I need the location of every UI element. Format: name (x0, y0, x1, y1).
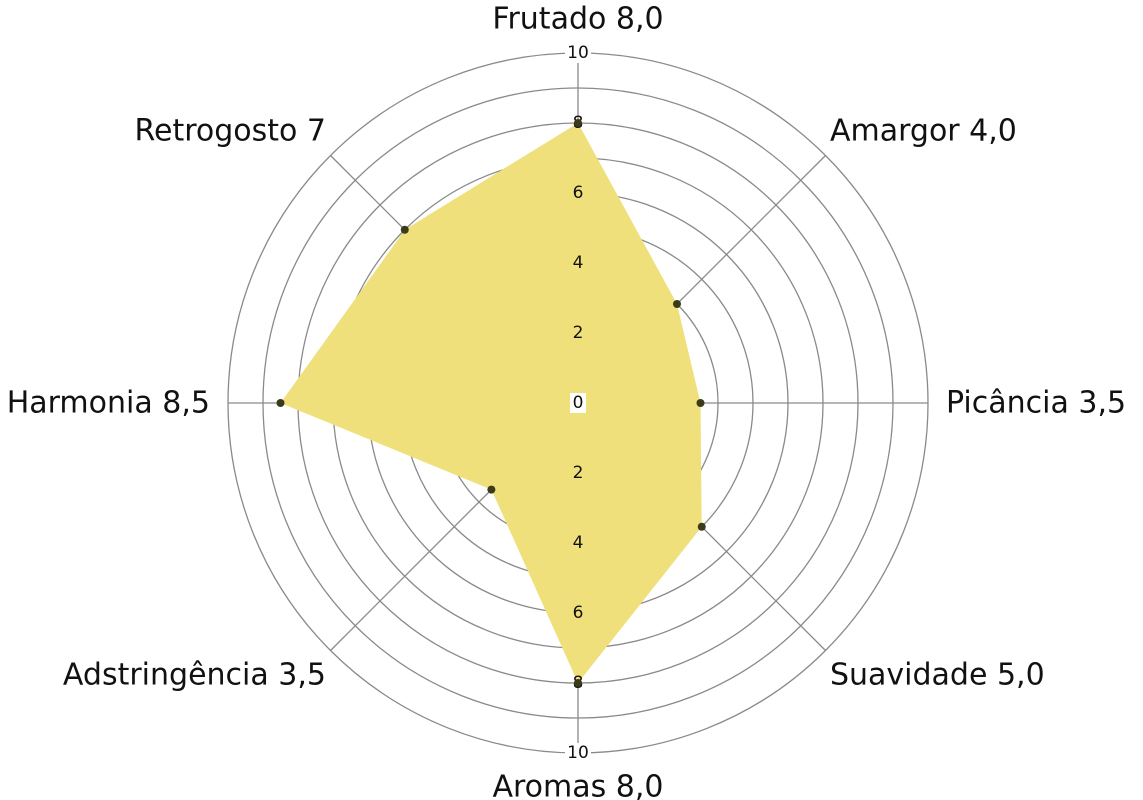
radar-area-group (280, 123, 702, 683)
tick-label-top-10-bg (565, 43, 591, 63)
point-picancia (696, 399, 705, 407)
point-amargor (672, 300, 681, 309)
tick-label-top-2: 2 (573, 323, 584, 343)
tick-label-top-0-bg (570, 393, 586, 413)
tick-label-top-4: 4 (573, 253, 584, 273)
tick-label-bottom-4: 4 (573, 533, 584, 553)
axis-label-picancia: Picância 3,5 (946, 386, 1126, 421)
point-harmonia (276, 399, 285, 407)
point-adstringencia (487, 485, 496, 494)
radar-area (280, 123, 702, 683)
point-retrogosto (400, 225, 409, 234)
axis-label-retrogosto: Retrogosto 7 (135, 114, 327, 149)
point-aromas (574, 679, 582, 687)
tick-label-bottom-2: 2 (573, 463, 584, 483)
axis-label-amargor: Amargor 4,0 (830, 114, 1017, 149)
axis-label-frutado: Frutado 8,0 (492, 2, 663, 37)
axis-label-harmonia: Harmonia 8,5 (7, 386, 210, 421)
tick-label-bottom-10: 10 (567, 743, 589, 763)
tick-label-bottom-10-bg (565, 743, 591, 763)
axis-label-suavidade: Suavidade 5,0 (830, 657, 1045, 692)
axis-label-adstringencia: Adstringência 3,5 (63, 657, 326, 692)
tick-label-top-6: 6 (573, 183, 584, 203)
radar-points (276, 119, 706, 687)
tick-label-top-10: 10 (567, 43, 589, 63)
point-suavidade (697, 522, 706, 531)
tick-label-top-0: 0 (573, 393, 584, 413)
axis-labels: Frutado 8,0 Amargor 4,0 Picância 3,5 Suavid… (7, 2, 1126, 800)
tick-label-bottom-6: 6 (573, 603, 584, 623)
point-frutado (574, 119, 582, 127)
axis-label-aromas: Aromas 8,0 (492, 770, 663, 800)
